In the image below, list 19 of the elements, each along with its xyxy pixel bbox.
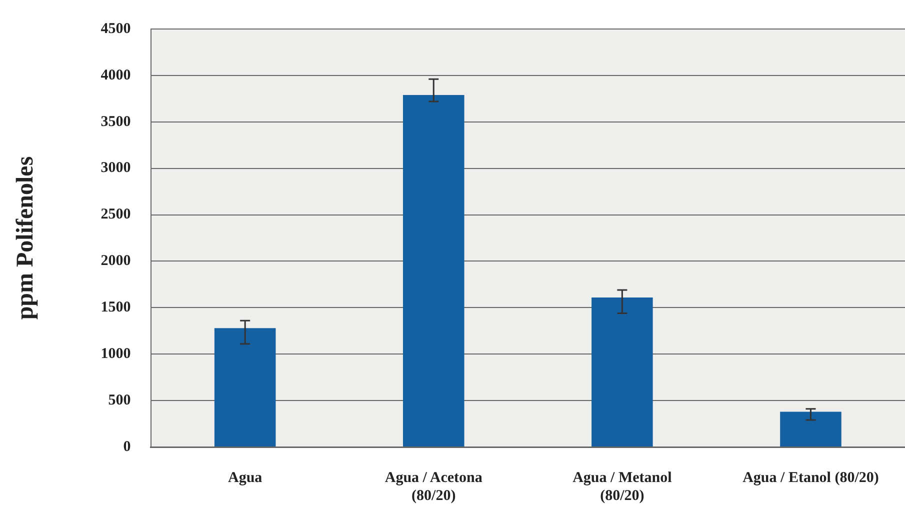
y-tick-label: 3000 (100, 160, 131, 176)
y-tick-label: 500 (108, 392, 131, 408)
y-tick-label: 0 (123, 438, 131, 455)
bar (214, 328, 276, 446)
y-tick-label: 1500 (100, 300, 131, 316)
y-tick-label: 4000 (100, 67, 131, 84)
y-axis-title: ppm Polifenoles (12, 156, 39, 320)
y-tick-label: 3500 (100, 114, 131, 130)
y-tick-label: 2500 (100, 206, 131, 223)
x-tick-label: Agua / Etanol (80/20) (742, 470, 879, 486)
y-tick-label: 2000 (100, 253, 131, 270)
bar (780, 412, 842, 446)
x-tick-label: Agua / Metanol (80/20) (572, 470, 672, 504)
y-tick-label: 1000 (100, 346, 131, 362)
x-tick-label: Agua (228, 470, 263, 486)
x-tick-label: Agua / Acetona (80/20) (384, 470, 483, 504)
bar (402, 94, 464, 446)
y-tick-label: 4500 (100, 20, 131, 37)
bar (592, 297, 653, 446)
